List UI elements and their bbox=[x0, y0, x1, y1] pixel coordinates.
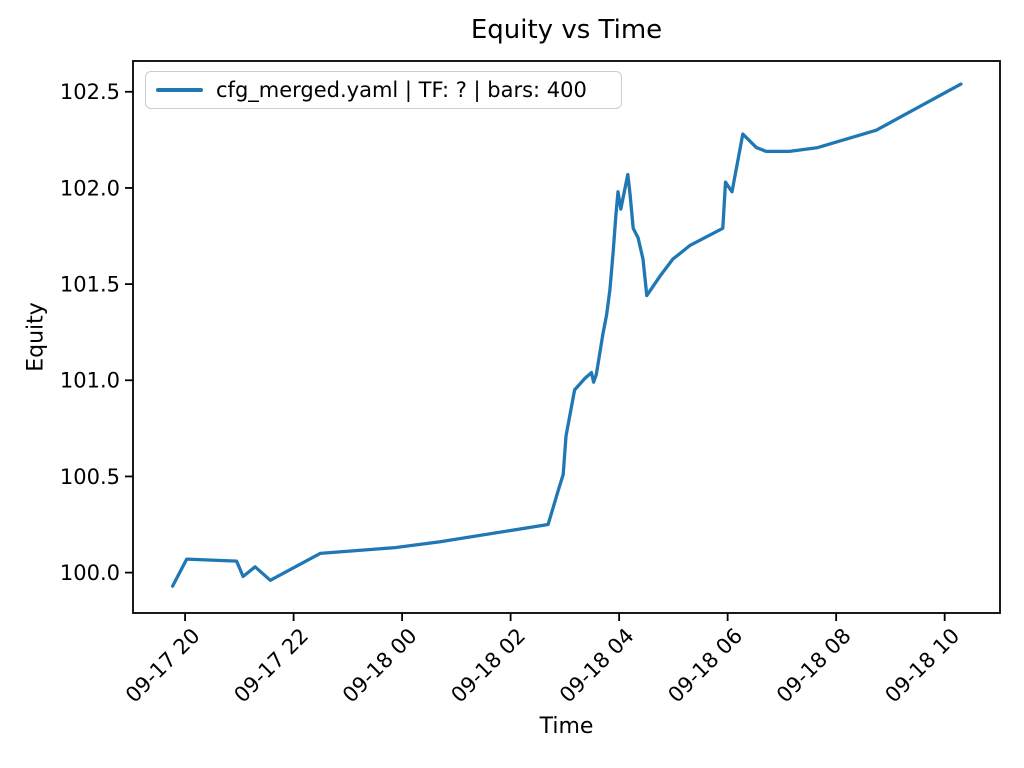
legend-line-sample-icon bbox=[156, 88, 203, 92]
x-tick-label: 09-17 20 bbox=[121, 624, 205, 708]
x-tick-label: 09-18 04 bbox=[555, 624, 639, 708]
axes-frame bbox=[132, 60, 1001, 614]
x-tick-label: 09-18 08 bbox=[772, 624, 856, 708]
legend: cfg_merged.yaml | TF: ? | bars: 400 bbox=[145, 71, 622, 109]
x-tick-label: 09-18 06 bbox=[663, 624, 747, 708]
y-tick-label: 100.0 bbox=[60, 561, 120, 585]
x-tick-label: 09-18 00 bbox=[338, 624, 422, 708]
x-tick-label: 09-17 22 bbox=[229, 624, 313, 708]
y-tick-label: 101.5 bbox=[60, 272, 120, 296]
x-axis-label: Time bbox=[539, 714, 594, 739]
legend-label: cfg_merged.yaml | TF: ? | bars: 400 bbox=[216, 78, 587, 102]
y-axis-label: Equity bbox=[23, 302, 49, 372]
x-axis-ticks: 09-17 20 09-17 22 09-18 00 09-18 02 09-18 04… bbox=[121, 613, 964, 707]
y-tick-label: 100.5 bbox=[60, 465, 120, 489]
y-tick-label: 102.5 bbox=[60, 80, 120, 104]
chart-title: Equity vs Time bbox=[470, 15, 663, 45]
x-tick-label: 09-18 02 bbox=[446, 624, 530, 708]
y-tick-label: 101.0 bbox=[60, 369, 120, 393]
equity-line-series bbox=[170, 82, 963, 588]
x-tick-label: 09-18 10 bbox=[880, 624, 964, 708]
y-axis-ticks: 100.0 100.5 101.0 101.5 102.0 102.5 bbox=[60, 80, 133, 585]
y-tick-label: 102.0 bbox=[60, 176, 120, 200]
